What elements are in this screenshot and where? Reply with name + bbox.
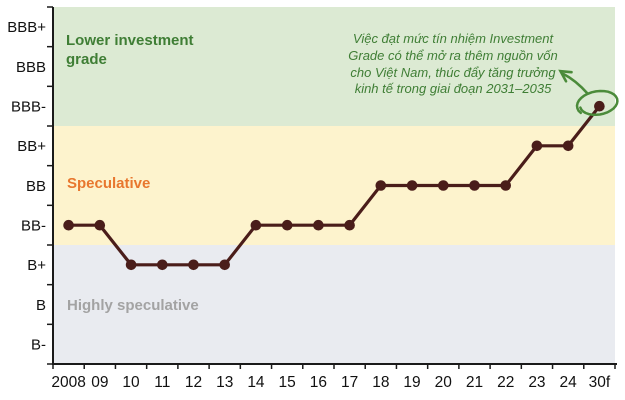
- y-axis-label: BBB: [16, 59, 46, 76]
- x-axis-labels: 2008 09 10 11 12 13 14 15 16 17 18 19 20 21 22 23 24 30f: [51, 374, 610, 391]
- band-0: [53, 7, 615, 126]
- data-points: [63, 100, 605, 271]
- y-axis-label: B: [36, 297, 46, 314]
- annotation-arrow: [558, 69, 589, 95]
- y-axis-label: BB-: [21, 218, 46, 235]
- x-axis-label: 10: [122, 374, 140, 391]
- highlight-circle: [575, 89, 619, 117]
- arrow-head: [558, 69, 573, 83]
- data-point: [531, 140, 543, 152]
- data-point: [157, 259, 168, 271]
- y-axis-label: BB: [26, 178, 46, 195]
- x-axis-label: 18: [372, 374, 389, 391]
- x-axis-label: 13: [216, 374, 233, 391]
- x-axis-label: 23: [528, 374, 545, 391]
- y-axis-label: BB+: [17, 138, 46, 155]
- data-point: [188, 259, 199, 271]
- annotation-line: Grade có thể mở ra thêm nguồn vốn: [348, 47, 558, 63]
- data-point: [406, 180, 418, 191]
- band-label-lower-investment-grade: Lower investment grade: [66, 32, 194, 68]
- x-axis-label: 21: [466, 374, 483, 391]
- data-point: [281, 219, 293, 231]
- x-axis-label: 24: [560, 374, 578, 391]
- annotation-text: Việc đạt mức tín nhiệm Investment Grade …: [338, 31, 568, 98]
- annotation-line: Việc đạt mức tín nhiệm Investment: [352, 31, 554, 46]
- data-point: [469, 180, 480, 191]
- data-point: [562, 140, 574, 152]
- y-axis-label: BBB+: [7, 19, 46, 36]
- x-axis-label: 09: [91, 374, 108, 391]
- data-point: [219, 259, 230, 271]
- x-axis-label: 14: [247, 374, 265, 391]
- x-axis-label: 16: [310, 374, 327, 391]
- y-axis-label: B+: [27, 257, 46, 274]
- x-axis-label: 17: [341, 374, 358, 391]
- data-point: [250, 219, 262, 231]
- arrow-shaft: [562, 72, 589, 95]
- x-axis-label: 15: [279, 374, 296, 391]
- annotation-line: kinh tế trong giai đoạn 2031–2035: [354, 81, 552, 97]
- x-axis-label: 12: [185, 374, 202, 391]
- x-axis-label: 22: [497, 374, 514, 391]
- annotation-line: cho Việt Nam, thúc đẩy tăng trưởng: [350, 64, 556, 80]
- data-point: [344, 219, 355, 231]
- data-point: [313, 219, 324, 231]
- data-point: [94, 219, 106, 231]
- data-point: [63, 219, 74, 231]
- data-point: [594, 100, 605, 112]
- band-label-highly-speculative: Highly speculative: [67, 297, 199, 314]
- data-point: [125, 259, 137, 271]
- x-axis-label: 2008: [51, 374, 85, 391]
- y-axis-label: B-: [31, 337, 46, 354]
- data-point: [375, 180, 387, 191]
- x-axis-label: 19: [403, 374, 420, 391]
- x-axis-label: 11: [154, 374, 170, 391]
- axis-ticks: [47, 6, 616, 369]
- y-axis-label: BBB-: [11, 99, 46, 116]
- x-axis-label: 20: [435, 374, 453, 391]
- data-point: [500, 180, 512, 191]
- data-point: [438, 180, 449, 191]
- band-label-speculative: Speculative: [67, 175, 151, 192]
- x-axis-label: 30f: [589, 374, 611, 391]
